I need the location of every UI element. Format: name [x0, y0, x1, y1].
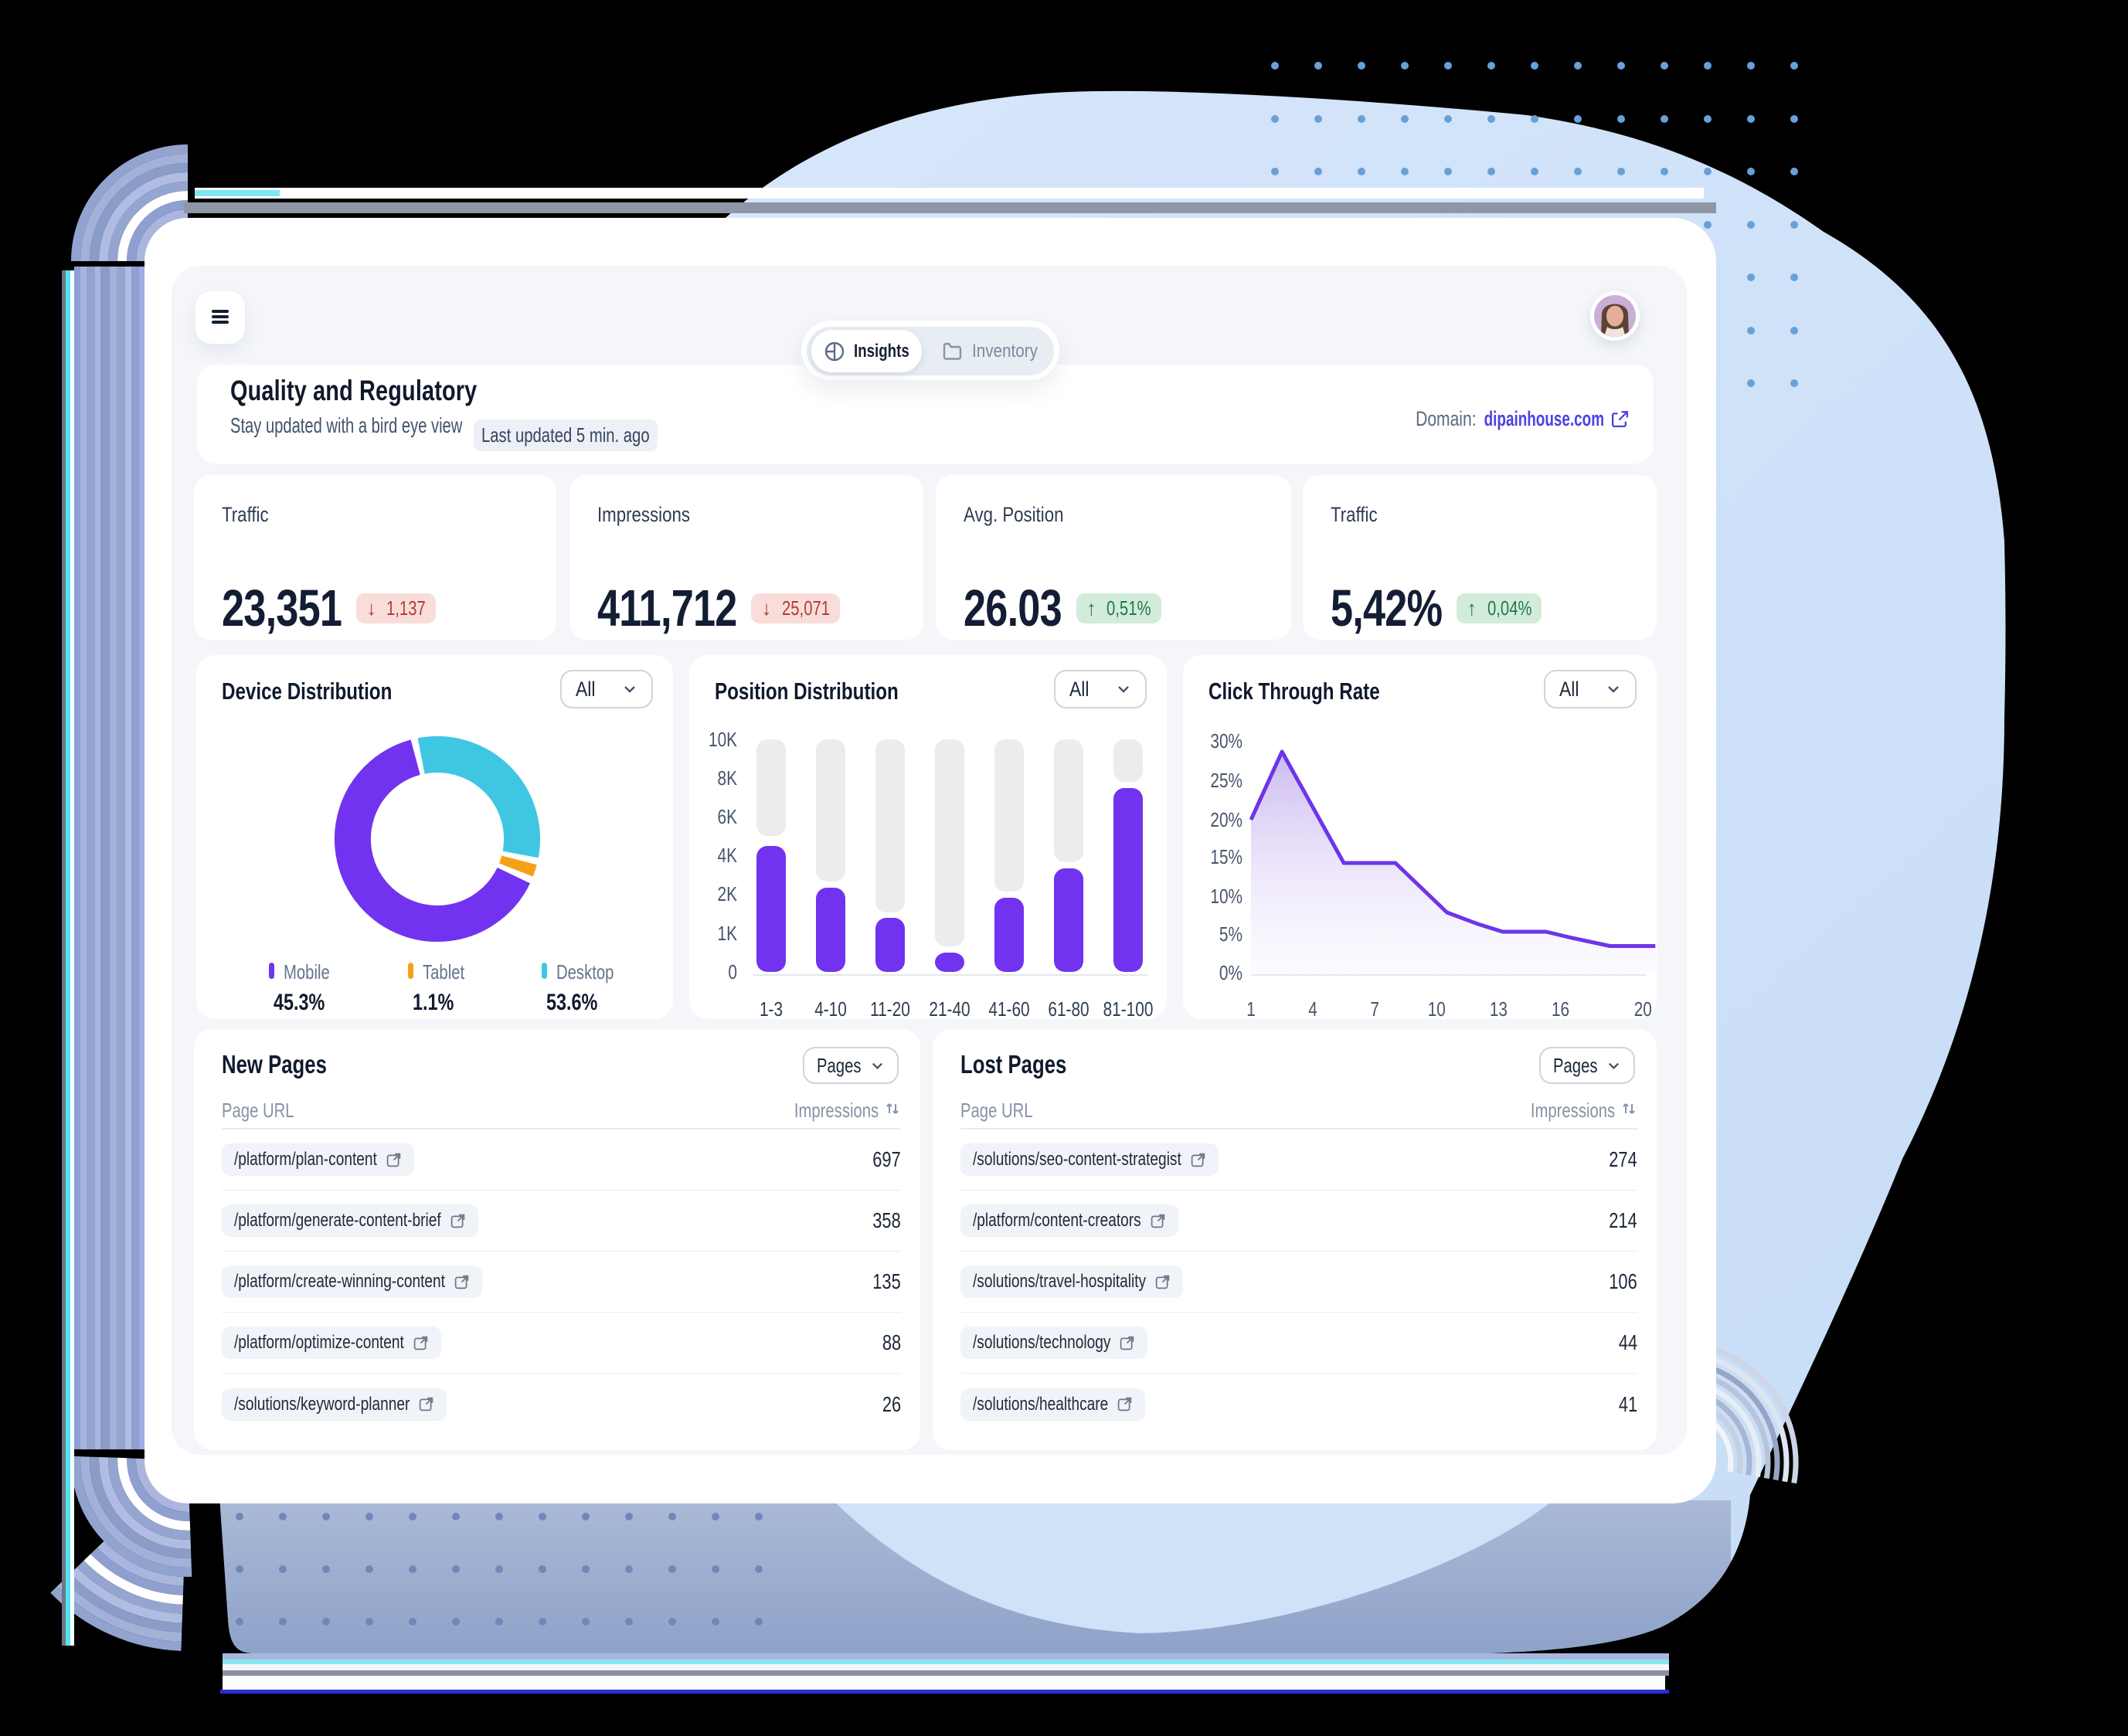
svg-text:61-80: 61-80: [1048, 997, 1089, 1019]
svg-text:20: 20: [1634, 997, 1652, 1019]
svg-text:1: 1: [1246, 997, 1256, 1019]
svg-text:2K: 2K: [718, 882, 738, 905]
svg-text:6K: 6K: [718, 805, 738, 828]
svg-text:10: 10: [1428, 997, 1446, 1019]
svg-text:0: 0: [728, 960, 737, 984]
svg-text:4K: 4K: [718, 844, 738, 867]
svg-text:1-3: 1-3: [760, 997, 783, 1019]
svg-text:7: 7: [1370, 997, 1379, 1019]
svg-text:5%: 5%: [1219, 922, 1242, 946]
svg-text:10K: 10K: [709, 728, 738, 751]
svg-text:21-40: 21-40: [929, 997, 970, 1019]
svg-text:81-100: 81-100: [1103, 997, 1154, 1019]
svg-text:4-10: 4-10: [814, 997, 847, 1019]
svg-text:10%: 10%: [1210, 885, 1242, 908]
svg-text:11-20: 11-20: [870, 997, 910, 1019]
svg-text:16: 16: [1552, 997, 1569, 1019]
svg-text:4: 4: [1308, 997, 1317, 1019]
svg-text:0%: 0%: [1219, 961, 1242, 984]
svg-text:20%: 20%: [1210, 808, 1242, 831]
svg-text:8K: 8K: [718, 766, 738, 790]
svg-text:15%: 15%: [1210, 845, 1242, 868]
svg-text:30%: 30%: [1210, 729, 1242, 752]
svg-text:1K: 1K: [718, 922, 738, 945]
svg-text:25%: 25%: [1210, 769, 1242, 792]
svg-text:13: 13: [1490, 997, 1508, 1019]
svg-text:41-60: 41-60: [988, 997, 1029, 1019]
